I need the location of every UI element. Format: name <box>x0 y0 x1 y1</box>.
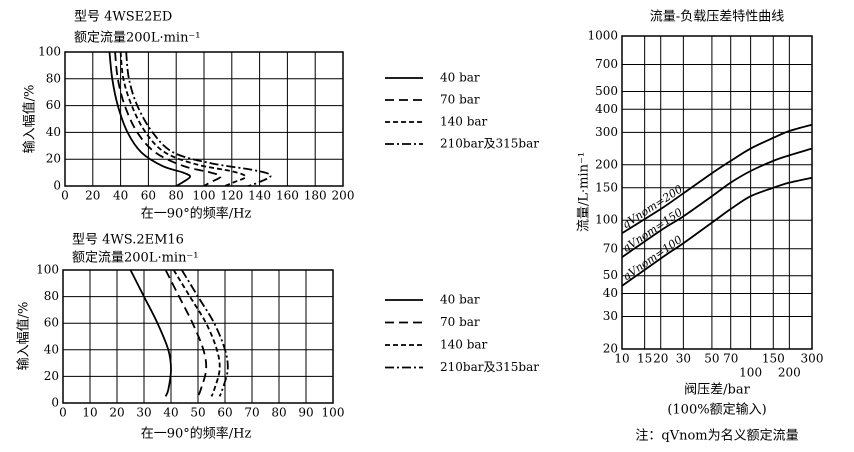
y-axis-label: 输入幅值/% <box>16 302 32 371</box>
x-tick-label: 70 <box>244 406 259 420</box>
x-tick-label: 200 <box>778 366 801 380</box>
y-tick-label: 80 <box>46 71 61 85</box>
x-axis-note: (100%额定输入) <box>667 402 766 418</box>
y-tick-label: 100 <box>38 45 61 59</box>
chart-subtitle: 额定流量200L·min⁻¹ <box>74 31 201 46</box>
x-tick-label: 60 <box>217 406 232 420</box>
y-tick-label: 30 <box>603 309 618 323</box>
legend-label: 210bar及315bar <box>440 137 539 151</box>
x-tick-label: 90 <box>298 406 313 420</box>
y-tick-label: 40 <box>46 125 61 139</box>
y-tick-label: 0 <box>51 396 59 410</box>
plot-frame <box>621 35 813 350</box>
y-tick-label: 150 <box>595 180 618 194</box>
y-tick-label: 700 <box>595 57 618 71</box>
x-tick-label: 180 <box>304 189 327 203</box>
chart-subtitle: 额定流量200L·min⁻¹ <box>72 251 199 266</box>
y-axis-label: 流量/L·min⁻¹ <box>577 152 592 232</box>
y-tick-label: 50 <box>603 268 618 282</box>
x-tick-label: 15 <box>637 352 652 366</box>
x-tick-label: 60 <box>141 189 156 203</box>
data-line <box>621 147 813 258</box>
chart-title: 型号 4WSE2ED <box>74 10 172 25</box>
legend-label: 210bar及315bar <box>440 360 539 374</box>
y-tick-label: 200 <box>595 157 618 171</box>
x-axis-label: 在一90°的频率/Hz <box>141 426 252 442</box>
x-tick-label: 70 <box>723 352 738 366</box>
y-tick-label: 1000 <box>587 29 618 43</box>
data-line <box>621 176 813 287</box>
data-line <box>181 269 229 397</box>
legend-label: 70 bar <box>440 315 480 329</box>
y-tick-label: 70 <box>603 241 618 255</box>
x-tick-label: 100 <box>193 189 216 203</box>
x-tick-label: 20 <box>653 352 668 366</box>
data-line <box>114 51 222 187</box>
x-tick-label: 200 <box>332 189 355 203</box>
chart-title: 流量-负载压差特性曲线 <box>650 10 784 25</box>
y-tick-label: 20 <box>46 152 61 166</box>
y-tick-label: 80 <box>44 289 59 303</box>
x-tick-label: 140 <box>248 189 271 203</box>
y-tick-label: 60 <box>44 316 59 330</box>
y-tick-label: 100 <box>36 263 59 277</box>
legend-label: 70 bar <box>440 93 480 107</box>
x-tick-label: 50 <box>190 406 205 420</box>
x-tick-label: 30 <box>676 352 691 366</box>
data-line <box>164 269 208 397</box>
y-tick-label: 20 <box>44 369 59 383</box>
x-tick-label: 120 <box>220 189 243 203</box>
x-tick-label: 100 <box>322 406 345 420</box>
data-line <box>621 123 813 234</box>
x-tick-label: 80 <box>271 406 286 420</box>
x-tick-label: 0 <box>59 406 67 420</box>
x-tick-label: 150 <box>762 352 785 366</box>
plot-frame <box>62 269 334 404</box>
x-tick-label: 80 <box>169 189 184 203</box>
x-tick-label: 10 <box>82 406 97 420</box>
y-tick-label: 60 <box>46 98 61 112</box>
x-tick-label: 50 <box>704 352 719 366</box>
chart-note: 注：qVnom为名义额定流量 <box>635 428 798 444</box>
x-tick-label: 40 <box>113 189 128 203</box>
y-tick-label: 300 <box>595 125 618 139</box>
x-tick-label: 160 <box>276 189 299 203</box>
x-tick-label: 40 <box>163 406 178 420</box>
x-tick-label: 0 <box>61 189 69 203</box>
legend-label: 140 bar <box>440 115 488 129</box>
data-line <box>172 269 221 397</box>
y-axis-label: 输入幅值/% <box>22 85 38 154</box>
chart-title: 型号 4WS.2EM16 <box>72 233 184 248</box>
x-axis-label: 在一90°的频率/Hz <box>141 206 252 222</box>
y-tick-label: 400 <box>595 102 618 116</box>
x-tick-label: 10 <box>614 352 629 366</box>
y-tick-label: 0 <box>53 179 61 193</box>
y-tick-label: 40 <box>603 286 618 300</box>
x-tick-label: 100 <box>739 366 762 380</box>
data-line <box>119 51 247 187</box>
y-tick-label: 20 <box>603 342 618 356</box>
x-tick-label: 20 <box>85 189 100 203</box>
x-axis-label: 阀压差/bar <box>684 383 750 398</box>
y-tick-label: 100 <box>595 213 618 227</box>
legend-label: 40 bar <box>440 293 480 307</box>
x-tick-label: 300 <box>801 352 824 366</box>
legend-label: 40 bar <box>440 71 480 85</box>
y-tick-label: 500 <box>595 84 618 98</box>
legend-label: 140 bar <box>440 338 488 352</box>
data-line <box>125 51 272 187</box>
data-line <box>129 269 172 397</box>
y-tick-label: 40 <box>44 342 59 356</box>
data-line <box>108 51 192 187</box>
x-tick-label: 20 <box>109 406 124 420</box>
x-tick-label: 30 <box>136 406 151 420</box>
